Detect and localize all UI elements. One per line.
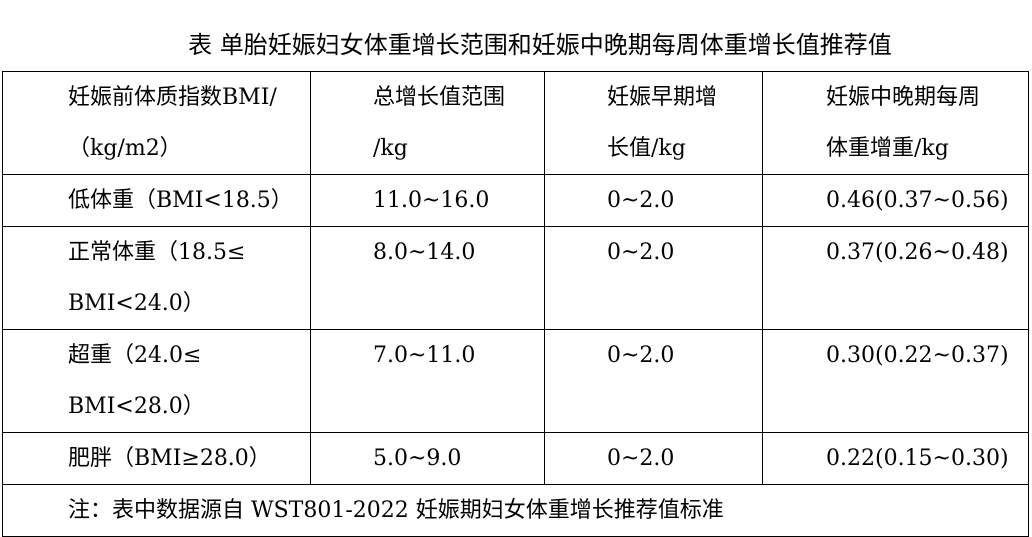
header-bmi-line2: （kg/m2） (68, 136, 182, 161)
row-early-gain: 0~2.0 (544, 329, 763, 433)
table-row: 肥胖（BMI≥28.0） 5.0~9.0 0~2.0 0.22(0.15~0.3… (2, 432, 1029, 485)
row-weekly-gain: 0.46(0.37~0.56) (762, 174, 1029, 227)
row-total-gain: 11.0~16.0 (310, 174, 545, 227)
header-weekly-gain-line1: 妊娠中晚期每周 (826, 85, 981, 110)
header-early-gain-line1: 妊娠早期增 (607, 85, 718, 110)
row-early-gain: 0~2.0 (544, 174, 763, 227)
row-weekly-gain: 0.22(0.15~0.30) (762, 432, 1029, 485)
row-category-line1: 低体重（BMI<18.5） (68, 188, 293, 213)
row-category-line2: BMI<24.0） (68, 291, 205, 316)
header-weekly-gain-line2: 体重增重/kg (826, 136, 949, 161)
row-category: 超重（24.0≤ BMI<28.0） (2, 329, 311, 433)
table-title: 表 单胎妊娠妇女体重增长范围和妊娠中晚期每周体重增长值推荐值 (188, 31, 892, 59)
row-category-line1: 超重（24.0≤ (68, 343, 202, 368)
table-row: 正常体重（18.5≤ BMI<24.0） 8.0~14.0 0~2.0 0.37… (2, 226, 1029, 330)
row-category-line1: 肥胖（BMI≥28.0） (68, 446, 271, 471)
header-total-gain: 总增长值范围 /kg (310, 71, 545, 175)
header-early-gain-line2: 长值/kg (607, 136, 686, 161)
row-total-gain: 7.0~11.0 (310, 329, 545, 433)
row-weekly-gain: 0.30(0.22~0.37) (762, 329, 1029, 433)
row-total-gain: 8.0~14.0 (310, 226, 545, 330)
table-row: 超重（24.0≤ BMI<28.0） 7.0~11.0 0~2.0 0.30(0… (2, 329, 1029, 433)
weight-gain-table: 妊娠前体质指数BMI/ （kg/m2） 总增长值范围 /kg 妊娠早期增 长值/… (2, 71, 1029, 537)
row-category: 正常体重（18.5≤ BMI<24.0） (2, 226, 311, 330)
row-category: 低体重（BMI<18.5） (2, 174, 311, 227)
header-early-gain: 妊娠早期增 长值/kg (544, 71, 763, 175)
header-bmi: 妊娠前体质指数BMI/ （kg/m2） (2, 71, 311, 175)
header-bmi-line1: 妊娠前体质指数BMI/ (68, 85, 277, 110)
header-total-gain-line2: /kg (373, 136, 408, 161)
row-category-line2: BMI<28.0） (68, 394, 205, 419)
row-early-gain: 0~2.0 (544, 226, 763, 330)
row-weekly-gain: 0.37(0.26~0.48) (762, 226, 1029, 330)
table-row: 低体重（BMI<18.5） 11.0~16.0 0~2.0 0.46(0.37~… (2, 174, 1029, 227)
row-total-gain: 5.0~9.0 (310, 432, 545, 485)
row-category: 肥胖（BMI≥28.0） (2, 432, 311, 485)
table-note-row: 注：表中数据源自 WST801-2022 妊娠期妇女体重增长推荐值标准 (2, 484, 1029, 537)
row-early-gain: 0~2.0 (544, 432, 763, 485)
header-weekly-gain: 妊娠中晚期每周 体重增重/kg (762, 71, 1029, 175)
table-note: 注：表中数据源自 WST801-2022 妊娠期妇女体重增长推荐值标准 (2, 484, 1029, 537)
table-header-row: 妊娠前体质指数BMI/ （kg/m2） 总增长值范围 /kg 妊娠早期增 长值/… (2, 71, 1029, 175)
row-category-line1: 正常体重（18.5≤ (68, 240, 246, 265)
header-total-gain-line1: 总增长值范围 (373, 85, 506, 110)
